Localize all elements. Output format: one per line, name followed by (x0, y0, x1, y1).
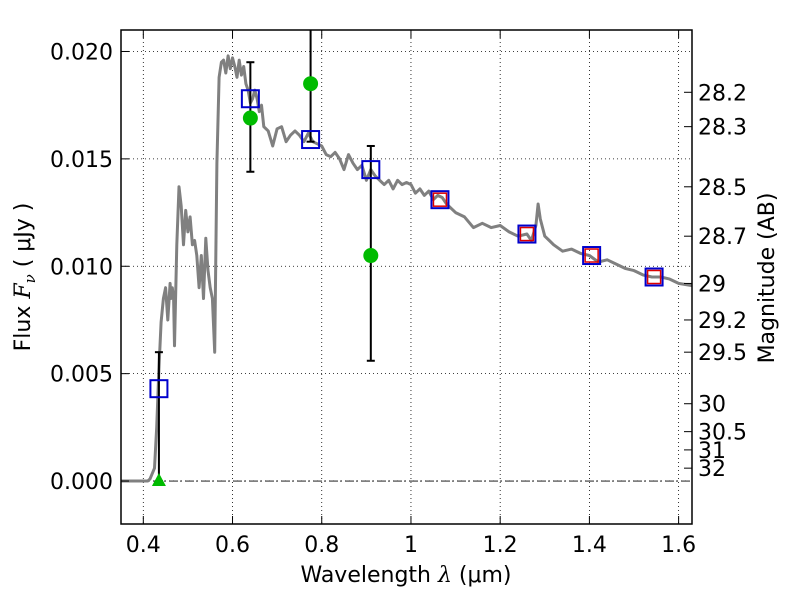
x-axis-label: Wavelength λ (μm) (300, 563, 511, 588)
square-marker-blue (582, 246, 602, 266)
x-tick-label: 1 (404, 533, 418, 558)
square-marker-red (432, 192, 448, 207)
y2-tick-label: 32 (698, 457, 726, 482)
x-tick-label: 0.4 (126, 533, 161, 558)
square-marker-blue (240, 89, 260, 109)
square-marker-blue (361, 160, 381, 180)
y2-tick-label: 30 (698, 393, 726, 418)
y-tick-label: 0.020 (50, 40, 113, 65)
square-marker-red (584, 248, 599, 263)
x-tick-label: 0.8 (304, 533, 339, 558)
x-tick-label: 1.6 (661, 533, 696, 558)
triangle-marker (151, 473, 166, 487)
data-markers (149, 30, 664, 487)
y2-tick-label: 29.2 (698, 309, 747, 334)
square-marker-red (646, 269, 662, 285)
square-marker-blue (517, 224, 537, 244)
y2-axis-label: Magnitude (AB) (755, 193, 780, 364)
square-marker-red (519, 226, 535, 242)
circle-marker (242, 110, 258, 126)
square-marker-blue (644, 267, 664, 287)
square-marker-blue (430, 190, 450, 210)
square-marker-blue (301, 130, 321, 150)
y2-tick-label: 29 (698, 272, 726, 297)
y2-tick-label: 28.2 (698, 81, 747, 106)
x-tick-label: 1.2 (483, 533, 518, 558)
y2-tick-label: 30.5 (698, 421, 747, 446)
model-spectrum-line (121, 54, 693, 483)
y2-tick-label: 28.3 (698, 116, 747, 141)
y2-tick-label: 31 (698, 439, 726, 464)
y2-tick-label: 28.5 (698, 176, 747, 201)
y-axis-label: Flux Fν ( μJy ) (11, 203, 39, 352)
axis-ticks: 0.4 0.6 0.8 1 1.2 1.4 1.6 0.000 0.005 0.010 0.015 0… (50, 30, 747, 558)
y-tick-label: 0.000 (50, 470, 113, 495)
grid-lines (121, 30, 692, 524)
y-tick-label: 0.005 (50, 363, 113, 388)
x-tick-label: 0.6 (215, 533, 250, 558)
y2-tick-label: 29.5 (698, 341, 747, 366)
x-tick-label: 1.4 (572, 533, 607, 558)
plot-frame (120, 29, 693, 525)
y-tick-label: 0.015 (50, 148, 113, 173)
y-tick-label: 0.010 (50, 255, 113, 280)
square-marker-blue (149, 379, 169, 399)
y2-tick-label: 28.7 (698, 225, 747, 250)
circle-marker (303, 76, 319, 92)
circle-marker (363, 248, 379, 264)
